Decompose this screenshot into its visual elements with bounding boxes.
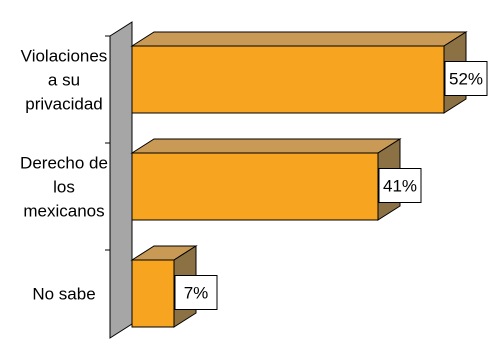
category-label-line: mexicanos xyxy=(23,202,104,221)
bar-top-face xyxy=(130,138,402,154)
value-label-text: 7% xyxy=(184,284,209,303)
value-label-box xyxy=(444,61,488,96)
category-label-line: privacidad xyxy=(25,95,103,114)
value-label-text: 41% xyxy=(383,177,417,196)
value-label-2: 7% xyxy=(174,275,218,310)
bar-front-face xyxy=(131,152,379,221)
value-label-1: 41% xyxy=(378,168,422,203)
category-label-line: No sabe xyxy=(32,285,95,304)
category-label-line: los xyxy=(53,178,75,197)
bar-front-face xyxy=(131,259,175,328)
bar-front-face xyxy=(131,45,445,114)
category-label-line: Violaciones xyxy=(21,47,108,66)
category-label-1: Derecho de los mexicanos xyxy=(20,154,108,221)
category-label-line: Derecho de xyxy=(20,154,108,173)
category-label-line: a su xyxy=(48,71,80,90)
axis-wall xyxy=(105,21,133,339)
value-label-text: 52% xyxy=(449,70,483,89)
bar-top-face xyxy=(130,31,468,47)
category-labels: Violaciones a su privacidad Derecho de los me… xyxy=(20,47,108,304)
axis-wall-panel xyxy=(109,21,133,339)
value-label-box xyxy=(378,168,422,203)
bar-0 xyxy=(130,31,468,114)
category-label-0: Violaciones a su privacidad xyxy=(21,47,108,114)
value-label-0: 52% xyxy=(444,61,488,96)
value-labels: 52% 41% 7% xyxy=(174,61,488,310)
category-label-2: No sabe xyxy=(32,285,95,304)
value-label-box xyxy=(174,275,218,310)
bar-1 xyxy=(130,138,402,221)
